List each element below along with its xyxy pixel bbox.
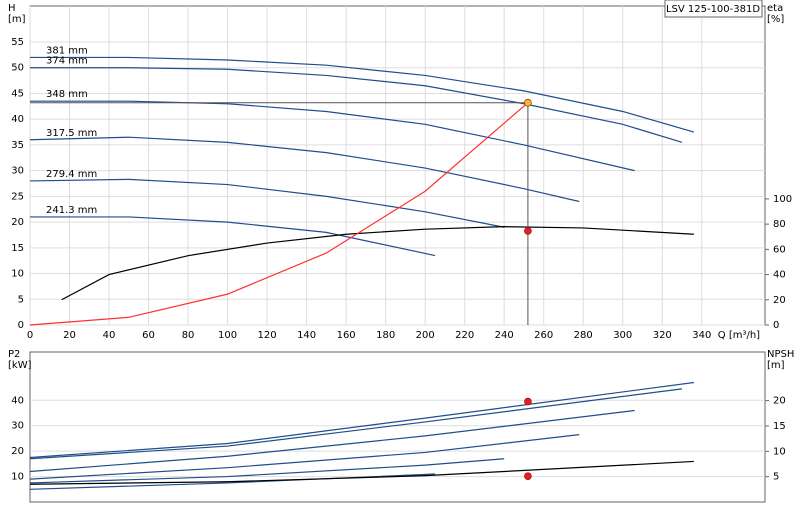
curve-label: 374 mm	[46, 56, 88, 67]
curve-label: 348 mm	[46, 89, 88, 100]
x-tick-label: 120	[258, 330, 277, 341]
y-tick-label: 30	[11, 421, 24, 432]
x-tick-label: 100	[218, 330, 237, 341]
y2-tick-label: 15	[773, 421, 786, 432]
x-tick-label: 140	[297, 330, 316, 341]
y2-axis-label: NPSH	[767, 349, 794, 360]
x-tick-label: 80	[182, 330, 195, 341]
curve-label: 241.3 mm	[46, 205, 97, 216]
y2-tick-label: 60	[773, 244, 786, 255]
y2-tick-label: 20	[773, 295, 786, 306]
curve	[29, 178, 505, 228]
curve	[29, 409, 635, 473]
y2-tick-label: 0	[773, 320, 779, 331]
y-axis-unit: [kW]	[8, 360, 32, 371]
x-tick-label: 20	[63, 330, 76, 341]
y-tick-label: 15	[11, 243, 24, 254]
curve	[29, 136, 580, 203]
y2-axis-label: eta	[767, 3, 783, 14]
duty-point	[524, 98, 532, 107]
x-tick-label: 260	[534, 330, 553, 341]
y2-tick-label: 80	[773, 219, 786, 230]
x-tick-label: 40	[103, 330, 116, 341]
y-axis-label: H	[8, 3, 16, 14]
x-tick-label: 0	[27, 330, 33, 341]
curve	[30, 56, 695, 133]
y-tick-label: 40	[11, 395, 24, 406]
x-tick-label: 160	[337, 330, 356, 341]
y2-tick-label: 10	[773, 446, 786, 457]
curve-label: 381 mm	[46, 45, 88, 56]
duty-point	[524, 227, 532, 235]
x-tick-label: 340	[692, 330, 711, 341]
x-tick-label: 320	[653, 330, 672, 341]
curve	[30, 67, 683, 143]
x-tick-label: 60	[142, 330, 155, 341]
y-tick-label: 10	[11, 472, 24, 483]
y2-tick-label: 100	[773, 194, 792, 205]
curve	[29, 434, 580, 480]
y-tick-label: 35	[11, 140, 24, 151]
y2-tick-label: 5	[773, 472, 779, 483]
curve	[30, 100, 635, 172]
y2-axis-unit: [%]	[767, 14, 784, 25]
title-box	[664, 0, 763, 18]
curve	[29, 102, 529, 326]
curve	[29, 388, 683, 460]
x-tick-label: 300	[613, 330, 632, 341]
x-tick-label: 280	[574, 330, 593, 341]
y-tick-label: 45	[11, 88, 24, 99]
y-tick-label: 0	[18, 320, 24, 331]
x-tick-label: 200	[416, 330, 435, 341]
y-tick-label: 40	[11, 114, 24, 125]
y-axis-unit: [m]	[8, 14, 26, 25]
y-axis-label: P2	[8, 349, 20, 360]
x-tick-label: 220	[455, 330, 474, 341]
curve-label: 279.4 mm	[46, 169, 97, 180]
y-tick-label: 50	[11, 63, 24, 74]
curve-label: 317.5 mm	[46, 128, 97, 139]
y2-axis-unit: [m]	[767, 360, 785, 371]
y2-tick-label: 20	[773, 396, 786, 407]
curve	[30, 216, 436, 257]
y-tick-label: 30	[11, 166, 24, 177]
chart-title: LSV 125-100-381D	[666, 4, 760, 15]
y-tick-label: 20	[11, 217, 24, 228]
y-tick-label: 20	[11, 446, 24, 457]
y-tick-label: 55	[11, 37, 24, 48]
x-tick-label: 240	[495, 330, 514, 341]
x-tick-label: 180	[376, 330, 395, 341]
duty-point	[524, 472, 532, 480]
curve	[29, 381, 694, 459]
curve	[61, 226, 694, 301]
y-tick-label: 25	[11, 191, 24, 202]
y2-tick-label: 40	[773, 270, 786, 281]
duty-point	[524, 397, 532, 406]
y-tick-label: 10	[11, 269, 24, 280]
x-axis-label: Q [m³/h]	[718, 330, 760, 341]
y-tick-label: 5	[18, 294, 24, 305]
plot-area	[29, 5, 766, 326]
curve	[29, 460, 694, 485]
curve	[29, 458, 505, 484]
